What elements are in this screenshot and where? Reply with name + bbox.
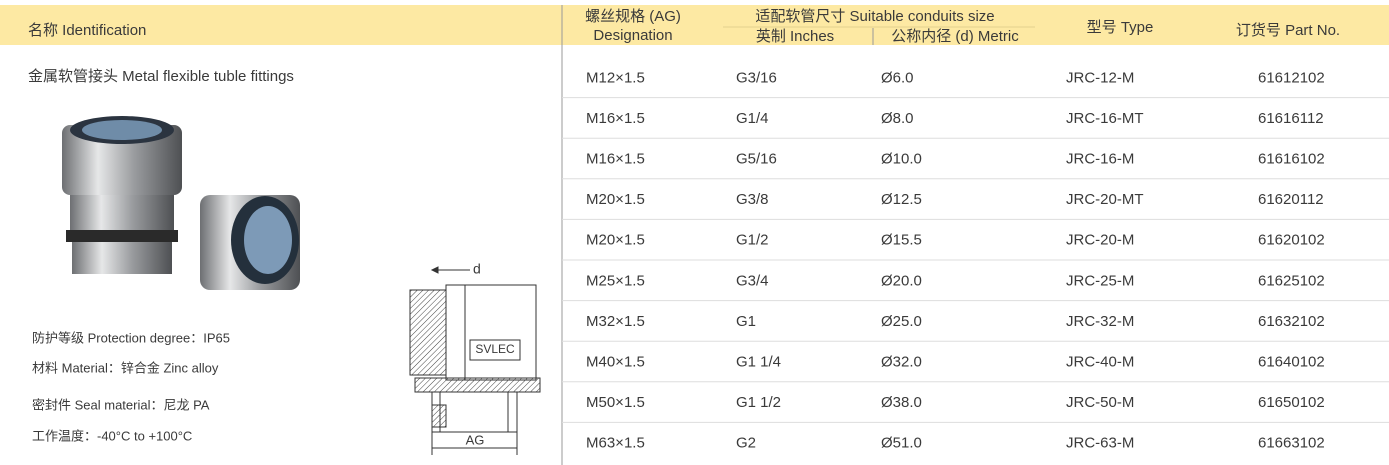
designation-cell: M12×1.5 (586, 69, 645, 86)
type-cell: JRC-20-M (1066, 232, 1134, 249)
designation-cell: M32×1.5 (586, 313, 645, 330)
header-part-no: 订货号 Part No. (1236, 22, 1340, 39)
product-name: 金属软管接头 Metal flexible tuble fittings (28, 68, 294, 85)
spec: 工作温度：-40°C to +100°C (32, 428, 192, 443)
header-type: 型号 Type (1087, 19, 1154, 36)
inches-cell: G1/4 (736, 110, 769, 127)
inches-cell: G1 (736, 313, 756, 330)
inches-cell: G1 1/4 (736, 353, 781, 370)
type-cell: JRC-50-M (1066, 394, 1134, 411)
part-no-cell: 61616112 (1258, 110, 1324, 127)
inches-cell: G3/16 (736, 69, 777, 86)
designation-cell: M20×1.5 (586, 232, 645, 249)
inches-cell: G3/8 (736, 191, 769, 208)
metric-cell: Ø8.0 (881, 110, 914, 127)
header-conduits: 适配软管尺寸 Suitable conduits size (755, 8, 994, 25)
header-identification: 名称 Identification (28, 22, 146, 39)
metric-cell: Ø15.5 (881, 232, 922, 249)
spec: 防护等级 Protection degree：IP65 (32, 330, 230, 345)
metric-cell: Ø38.0 (881, 394, 922, 411)
drawing-label: d (473, 261, 481, 277)
product-photo (62, 116, 300, 290)
part-no-cell: 61620112 (1258, 191, 1324, 208)
type-cell: JRC-63-M (1066, 435, 1134, 452)
type-cell: JRC-25-M (1066, 272, 1134, 289)
header-band (0, 5, 1389, 45)
type-cell: JRC-16-M (1066, 150, 1134, 167)
metric-cell: Ø51.0 (881, 435, 922, 452)
type-cell: JRC-16-MT (1066, 110, 1144, 127)
inches-cell: G1/2 (736, 232, 769, 249)
dimension-drawing (409, 266, 541, 455)
part-no-cell: 61632102 (1258, 313, 1325, 330)
header-inches: 英制 Inches (756, 27, 834, 45)
designation-cell: M40×1.5 (586, 353, 645, 370)
part-no-cell: 61616102 (1258, 150, 1325, 167)
designation-cell: M25×1.5 (586, 272, 645, 289)
metric-cell: Ø20.0 (881, 272, 922, 289)
inches-cell: G3/4 (736, 272, 769, 289)
designation-cell: M16×1.5 (586, 110, 645, 127)
metric-cell: Ø6.0 (881, 69, 914, 86)
drawing-label: AG (466, 432, 485, 447)
type-cell: JRC-20-MT (1066, 191, 1144, 208)
part-no-cell: 61620102 (1258, 232, 1325, 249)
drawing-brand: SVLEC (475, 342, 515, 356)
type-cell: JRC-40-M (1066, 353, 1134, 370)
header-metric: 公称内径 (d) Metric (891, 28, 1019, 45)
designation-cell: M20×1.5 (586, 191, 645, 208)
metric-cell: Ø12.5 (881, 191, 922, 208)
part-no-cell: 61612102 (1258, 69, 1325, 86)
inches-cell: G5/16 (736, 150, 777, 167)
header-designation: 螺丝规格 (AG) (585, 8, 681, 25)
metric-cell: Ø32.0 (881, 353, 922, 370)
designation-cell: M16×1.5 (586, 150, 645, 167)
spec: 密封件 Seal material：尼龙 PA (32, 397, 210, 412)
designation-cell: M63×1.5 (586, 435, 645, 452)
inches-cell: G2 (736, 435, 756, 452)
part-no-cell: 61640102 (1258, 353, 1325, 370)
spec: 材料 Material：锌合金 Zinc alloy (32, 360, 219, 375)
part-no-cell: 61650102 (1258, 394, 1325, 411)
part-no-cell: 61663102 (1258, 435, 1325, 452)
header-designation: Designation (593, 27, 672, 44)
inches-cell: G1 1/2 (736, 394, 781, 411)
metric-cell: Ø10.0 (881, 150, 922, 167)
designation-cell: M50×1.5 (586, 394, 645, 411)
type-cell: JRC-12-M (1066, 69, 1134, 86)
metric-cell: Ø25.0 (881, 313, 922, 330)
part-no-cell: 61625102 (1258, 272, 1325, 289)
type-cell: JRC-32-M (1066, 313, 1134, 330)
